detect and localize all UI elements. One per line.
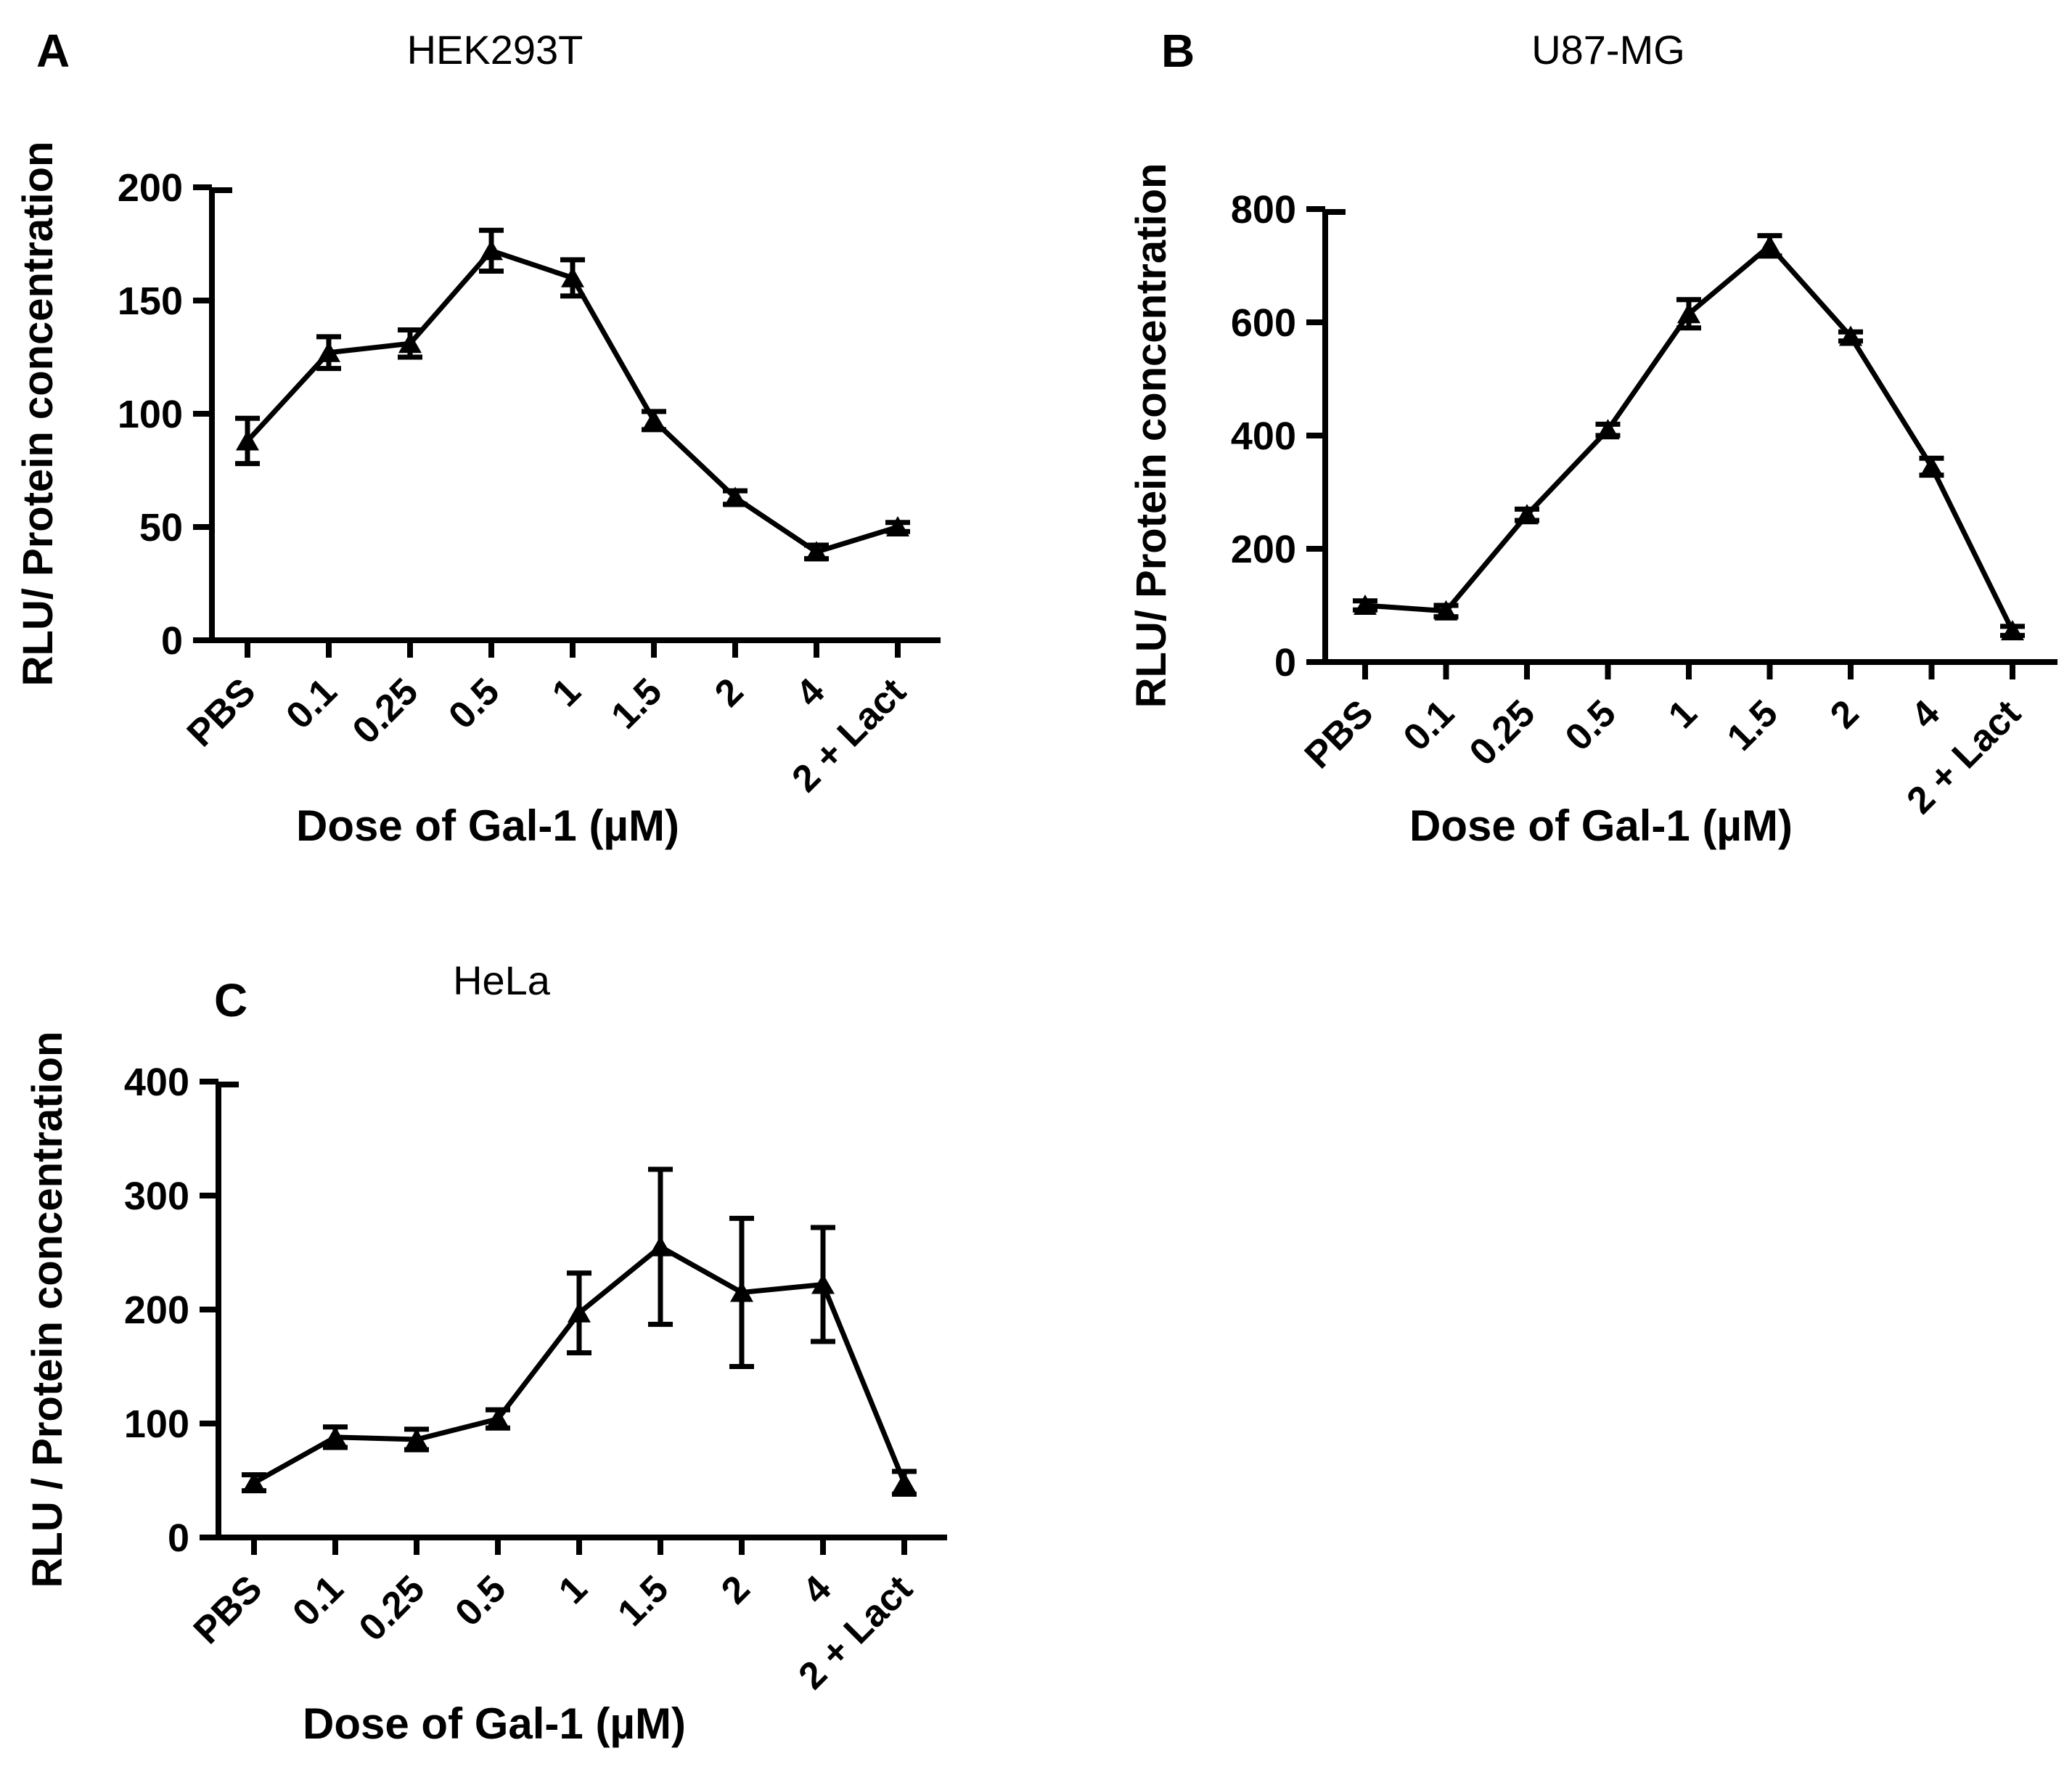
x-tick-label: 0.25 [345, 670, 427, 752]
y-tick-label: 400 [1231, 414, 1296, 458]
y-tick-label: 300 [124, 1175, 189, 1218]
y-tick-label: 50 [139, 506, 183, 550]
x-tick-label: 2 [713, 1567, 758, 1612]
x-axis-title: Dose of Gal-1 (µM) [296, 801, 679, 850]
data-point-marker [317, 341, 340, 362]
chart-title-C: HeLa [453, 957, 551, 1003]
y-tick-label: 400 [124, 1061, 189, 1104]
data-point-marker [649, 1235, 672, 1257]
x-tick-label: 2 [1822, 692, 1867, 736]
data-point-marker [568, 1302, 591, 1323]
data-point-marker [893, 1471, 916, 1492]
data-point-marker [1434, 600, 1458, 621]
x-axis-title: Dose of Gal-1 (µM) [303, 1699, 686, 1748]
data-point-marker [561, 266, 584, 287]
y-tick-label: 150 [118, 279, 183, 323]
y-tick-label: 100 [124, 1402, 189, 1446]
x-tick-label: 2 [707, 670, 751, 714]
x-axis-title: Dose of Gal-1 (µM) [1409, 801, 1793, 850]
panel-label-B: B [1161, 25, 1195, 77]
x-tick-label: 1.5 [1719, 692, 1786, 759]
chart-title-A: HEK293T [407, 27, 583, 73]
data-point-marker [405, 1428, 428, 1449]
x-tick-label: 0.1 [278, 670, 345, 737]
y-axis-title: RLU/ Protein concentration [15, 142, 62, 687]
data-point-marker [730, 1281, 753, 1302]
panel-label-C: C [214, 974, 247, 1026]
x-tick-label: 1.5 [610, 1567, 676, 1634]
data-point-marker [242, 1471, 266, 1492]
y-tick-label: 800 [1231, 188, 1296, 232]
data-point-marker [480, 240, 503, 261]
y-tick-label: 100 [118, 393, 183, 436]
x-tick-label: 0.25 [1462, 692, 1544, 774]
y-tick-label: 0 [161, 619, 183, 663]
data-point-marker [486, 1408, 509, 1429]
data-point-marker [1839, 325, 1862, 346]
chart-title-B: U87-MG [1531, 27, 1685, 73]
x-tick-label: 4 [795, 1567, 840, 1612]
data-point-marker [1354, 595, 1377, 615]
x-tick-label: 1 [544, 670, 589, 714]
x-tick-label: 4 [1904, 692, 1949, 737]
data-point-marker [1515, 504, 1539, 525]
x-tick-label: 0.5 [441, 670, 507, 737]
data-point-marker [1596, 419, 1620, 440]
panel-label-A: A [36, 25, 70, 77]
x-tick-label: 0.5 [447, 1567, 514, 1634]
x-tick-label: 0.1 [284, 1567, 351, 1634]
x-tick-label: 0.5 [1557, 692, 1624, 759]
data-point-marker [724, 486, 747, 507]
y-axis-title: RLU/ Protein concentration [1128, 163, 1175, 708]
y-axis-title: RLU / Protein concentration [24, 1032, 71, 1588]
x-tick-label: 1 [551, 1567, 595, 1612]
x-tick-label: 1 [1661, 692, 1705, 736]
data-point-marker [811, 1273, 835, 1294]
y-tick-label: 200 [1231, 528, 1296, 571]
y-tick-label: 600 [1231, 301, 1296, 345]
x-tick-label: PBS [1297, 692, 1382, 777]
x-tick-label: PBS [186, 1567, 271, 1652]
y-tick-label: 0 [168, 1516, 189, 1560]
data-point-marker [236, 430, 259, 451]
data-point-marker [1677, 303, 1700, 324]
data-point-marker [1920, 455, 1944, 476]
data-point-marker [324, 1426, 347, 1447]
data-point-marker [642, 409, 666, 430]
x-tick-label: 4 [788, 670, 833, 715]
data-point-marker [398, 332, 422, 354]
data-point-marker [1758, 234, 1782, 256]
x-tick-label: 0.25 [351, 1567, 433, 1649]
data-point-marker [805, 541, 828, 562]
x-tick-label: PBS [179, 670, 264, 755]
y-tick-label: 200 [118, 166, 183, 210]
data-point-marker [2001, 620, 2024, 641]
x-tick-label: 0.1 [1396, 692, 1462, 759]
y-tick-label: 200 [124, 1288, 189, 1332]
data-point-marker [886, 516, 909, 536]
y-tick-label: 0 [1274, 641, 1296, 685]
x-tick-label: 1.5 [603, 670, 670, 737]
